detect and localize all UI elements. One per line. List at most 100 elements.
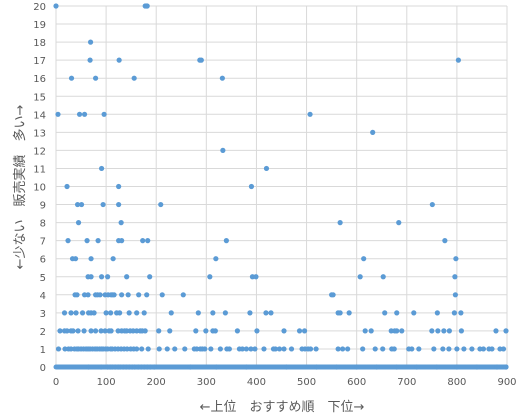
data-point: [207, 274, 213, 280]
data-point: [362, 328, 368, 334]
data-point: [101, 111, 107, 117]
data-point: [95, 238, 101, 244]
data-point: [454, 364, 460, 370]
data-point: [156, 346, 162, 352]
data-point: [108, 328, 114, 334]
data-point: [193, 328, 199, 334]
data-point: [239, 346, 246, 352]
data-point: [261, 346, 267, 352]
data-point: [164, 346, 170, 352]
x-tick-label: 300: [197, 377, 216, 388]
data-point: [391, 346, 397, 352]
data-point: [144, 3, 150, 9]
data-point: [151, 364, 157, 370]
data-point: [220, 147, 226, 153]
data-point: [301, 328, 308, 334]
data-point: [198, 57, 204, 63]
data-point: [57, 328, 63, 334]
y-tick-label: 1: [40, 345, 46, 356]
data-point: [335, 346, 341, 352]
data-point: [394, 310, 400, 316]
data-point: [158, 201, 164, 208]
data-point: [435, 328, 441, 334]
data-point: [99, 165, 105, 172]
data-point: [213, 364, 219, 370]
data-point: [453, 256, 459, 262]
data-point: [145, 238, 151, 244]
data-point: [416, 346, 422, 352]
data-point: [87, 39, 94, 45]
data-point: [187, 364, 193, 370]
data-point: [88, 256, 94, 262]
data-point: [446, 346, 452, 352]
data-point: [92, 75, 99, 81]
data-point: [81, 328, 87, 334]
data-point: [382, 310, 388, 316]
data-point: [84, 238, 90, 244]
y-axis-title: ←少ない 販売実績 多い→: [12, 105, 28, 270]
data-point: [91, 310, 97, 316]
x-tick-label: 0: [53, 377, 59, 388]
data-point: [380, 346, 386, 352]
data-point: [330, 292, 336, 298]
y-tick-label: 13: [33, 128, 46, 139]
data-point: [500, 346, 507, 352]
data-point: [61, 310, 68, 316]
data-point: [202, 346, 208, 352]
data-point: [81, 111, 88, 117]
data-point: [108, 310, 114, 316]
data-point: [139, 346, 145, 352]
y-tick-label: 8: [40, 219, 46, 230]
data-point: [441, 328, 447, 334]
y-tick-label: 7: [40, 237, 46, 248]
data-point: [223, 238, 229, 244]
x-tick-label: 900: [497, 377, 516, 388]
data-point: [210, 310, 216, 316]
data-point: [79, 310, 86, 316]
data-point: [134, 310, 140, 316]
data-point: [131, 75, 137, 81]
data-point: [68, 75, 75, 81]
data-point: [144, 292, 150, 298]
y-tick-label: 10: [33, 183, 46, 194]
data-point: [119, 238, 125, 244]
data-point: [489, 346, 495, 352]
data-point: [98, 364, 104, 370]
data-point: [111, 292, 117, 298]
data-point: [73, 310, 79, 316]
data-point: [136, 292, 142, 298]
data-point: [147, 364, 153, 370]
data-point: [195, 310, 201, 316]
data-point: [357, 274, 363, 280]
y-tick-label: 19: [33, 20, 46, 31]
data-point: [247, 310, 253, 316]
data-point: [125, 292, 131, 298]
data-point: [226, 346, 232, 352]
y-tick-label: 14: [33, 110, 46, 121]
data-point: [411, 310, 417, 316]
data-point: [55, 111, 61, 117]
data-point: [85, 364, 92, 370]
data-point: [346, 310, 352, 316]
data-point: [87, 57, 93, 63]
data-point: [118, 220, 124, 226]
data-point: [354, 364, 360, 370]
data-point: [399, 328, 405, 334]
data-point: [414, 364, 420, 370]
data-point: [126, 310, 132, 316]
data-point: [340, 346, 346, 352]
data-point: [334, 364, 340, 370]
data-point: [159, 292, 165, 298]
data-point: [234, 328, 241, 334]
data-point: [102, 328, 108, 334]
data-point: [100, 201, 106, 208]
data-point: [368, 328, 374, 334]
data-point: [72, 256, 79, 262]
data-point: [116, 201, 122, 208]
data-point: [85, 292, 91, 298]
data-point: [70, 328, 76, 334]
data-point: [440, 346, 446, 352]
x-tick-label: 400: [247, 377, 266, 388]
data-point: [263, 165, 270, 172]
data-point: [313, 364, 320, 370]
